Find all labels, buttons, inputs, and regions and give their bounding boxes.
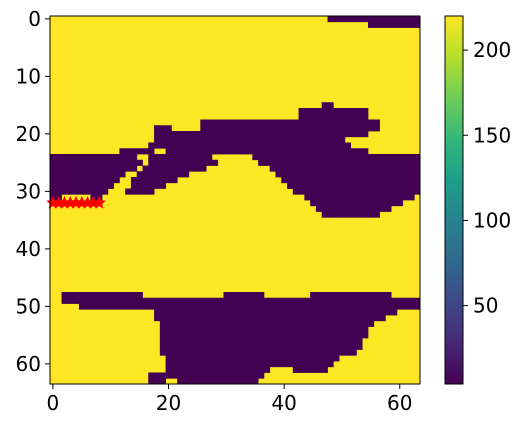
heatmap-cell-low	[159, 326, 369, 333]
heatmap-cell-low	[61, 292, 143, 299]
heatmap-cell-low	[287, 182, 421, 189]
y-tick-label: 0	[28, 7, 41, 31]
heatmap-cell-low	[159, 320, 375, 327]
heatmap-cell-low	[50, 188, 109, 195]
marker-series	[46, 195, 106, 209]
heatmap-cell-low	[200, 119, 380, 126]
heatmap-plot-area	[50, 16, 421, 385]
heatmap-cell-low	[50, 165, 138, 172]
heatmap-cell-low	[298, 113, 369, 120]
heatmap-cell-low	[159, 338, 363, 345]
heatmap-cell-low	[125, 188, 155, 195]
heatmap-cell-low	[154, 136, 346, 143]
heatmap-cell-low	[298, 108, 369, 115]
heatmap-cell-low	[269, 165, 421, 172]
heatmap-cell-low	[154, 131, 369, 138]
heatmap-cell-low	[292, 366, 328, 373]
heatmap-cell-low	[154, 125, 172, 132]
heatmap-cell-low	[136, 171, 190, 178]
y-axis: 0 10 20 30 40 50 60	[16, 7, 50, 376]
plot-frame	[49, 15, 421, 385]
heatmap-cell-low	[154, 315, 386, 322]
y-tick-label: 10	[16, 64, 41, 88]
heatmap-cell-low	[159, 343, 363, 350]
y-tick-label: 20	[16, 122, 41, 146]
heatmap-cell-low	[177, 378, 259, 385]
colorbar-tick-label: 100	[473, 208, 511, 232]
heatmap-cell-low	[148, 142, 352, 149]
heatmap-cell-low	[281, 177, 421, 184]
colorbar-tick-label: 150	[473, 123, 511, 147]
heatmap-cell-low	[275, 171, 421, 178]
heatmap-cell-low	[148, 154, 213, 161]
heatmap-cell-low	[148, 378, 167, 385]
heatmap-cell-low	[310, 200, 404, 207]
heatmap-cell-low	[130, 182, 167, 189]
heatmap-cell-low	[321, 102, 334, 109]
x-tick-label: 20	[156, 391, 181, 415]
y-tick-label: 30	[16, 179, 41, 203]
x-tick-label: 0	[47, 391, 60, 415]
heatmap-cell-low	[50, 177, 120, 184]
heatmap-cell-low	[148, 372, 265, 379]
heatmap-cell-low	[50, 154, 138, 161]
heatmap-cell-low	[321, 211, 380, 218]
colorbar-gradient	[445, 16, 463, 384]
heatmap-cell-low	[200, 125, 380, 132]
heatmap-cell-low	[252, 154, 421, 161]
colorbar-frame	[444, 15, 464, 385]
colorbar-tick-label: 50	[473, 294, 498, 318]
heatmap-cell-low	[292, 188, 421, 195]
y-tick-label: 50	[16, 294, 41, 318]
heatmap-cell-low	[154, 309, 398, 316]
heatmap-cell-low	[130, 177, 178, 184]
heatmap-cell-low	[148, 159, 219, 166]
heatmap-cell-low	[159, 303, 421, 310]
heatmap-cell-low	[61, 297, 421, 304]
y-tick-label: 60	[16, 352, 41, 376]
heatmap-cell-low	[315, 205, 392, 212]
heatmap-cell-low	[367, 21, 421, 28]
heatmap-cell-low	[310, 292, 392, 299]
colorbar-tick-label: 200	[473, 38, 511, 62]
heatmap-cell-low	[159, 332, 369, 339]
heatmap-cell-low	[50, 159, 143, 166]
heatmap-cell-low	[142, 165, 207, 172]
x-axis: 0 20 40 60	[47, 384, 412, 415]
heatmap-cell-low	[50, 171, 126, 178]
heatmap-cell-low	[223, 292, 265, 299]
x-tick-label: 40	[271, 391, 296, 415]
heatmap-cell-low	[78, 303, 161, 310]
heatmap-cell-low	[327, 16, 421, 23]
colorbar-axis: 50 100 150 200	[463, 38, 511, 318]
heatmap-cell-low	[165, 148, 369, 155]
heatmap-cell-low	[258, 159, 421, 166]
y-tick-label: 40	[16, 237, 41, 261]
heatmap-cell-low	[304, 194, 415, 201]
heatmap-cell-low	[50, 194, 62, 201]
heatmap-cell-low	[50, 182, 114, 189]
heatmap-cell-low	[165, 355, 340, 362]
heatmap-cell-low	[165, 366, 271, 373]
marker-point	[92, 195, 106, 209]
heatmap-cell-low	[165, 361, 334, 368]
heatmap-cell-low	[90, 194, 103, 201]
heatmap-cell-low	[119, 148, 155, 155]
heatmap-cell-low	[159, 349, 357, 356]
x-tick-label: 60	[387, 391, 412, 415]
